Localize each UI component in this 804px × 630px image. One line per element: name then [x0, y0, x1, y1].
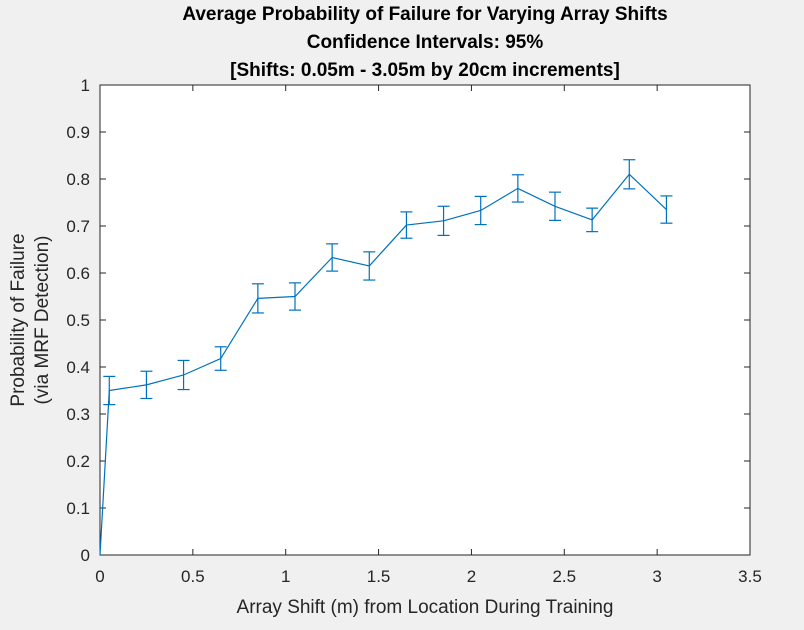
y-axis-ticks: 0 0.1 0.2 0.3 0.4 0.5 0.6 0.7 0.8 0.9 1	[66, 76, 750, 565]
x-tick-label: 3.5	[738, 567, 762, 586]
title-line-3: [Shifts: 0.05m - 3.05m by 20cm increment…	[230, 60, 620, 81]
chart-title: Average Probability of Failure for Varyi…	[182, 4, 667, 81]
y-tick-label: 0.9	[66, 123, 90, 142]
error-bar	[660, 195, 673, 224]
error-bar	[140, 370, 153, 400]
y-tick-label: 0.6	[66, 264, 90, 283]
title-line-1: Average Probability of Failure for Varyi…	[182, 4, 667, 25]
y-axis-label-line-2: (via MRF Detection)	[32, 236, 53, 405]
x-axis-ticks: 0 0.5 1 1.5 2 2.5 3 3.5	[95, 85, 762, 586]
error-bar	[623, 159, 636, 190]
x-tick-label: 2	[467, 567, 476, 586]
error-bar	[177, 359, 190, 391]
error-bar	[363, 251, 376, 281]
series-layer	[99, 159, 673, 556]
x-axis-label: Array Shift (m) from Location During Tra…	[237, 597, 614, 618]
y-tick-label: 0.3	[66, 405, 90, 424]
error-bar	[251, 283, 264, 314]
x-tick-label: 1.5	[367, 567, 391, 586]
x-tick-label: 0	[95, 567, 104, 586]
error-bar	[103, 375, 116, 406]
error-bar	[214, 346, 227, 371]
plot-area	[100, 85, 750, 555]
error-bar	[400, 211, 413, 239]
y-tick-label: 1	[81, 76, 90, 95]
y-tick-label: 0.8	[66, 170, 90, 189]
x-tick-label: 3	[652, 567, 661, 586]
y-tick-label: 0.5	[66, 311, 90, 330]
y-tick-label: 0.1	[66, 499, 90, 518]
y-tick-label: 0.4	[66, 358, 90, 377]
error-bar	[586, 207, 599, 233]
y-tick-label: 0	[81, 546, 90, 565]
x-tick-label: 2.5	[552, 567, 576, 586]
error-bar	[549, 191, 561, 221]
error-bar	[474, 195, 487, 226]
error-bar	[437, 205, 450, 236]
y-tick-label: 0.2	[66, 452, 90, 471]
y-axis-label-line-1: Probability of Failure	[8, 233, 29, 406]
error-bar	[326, 243, 339, 272]
title-line-2: Confidence Intervals: 95%	[307, 32, 544, 53]
x-tick-label: 1	[281, 567, 290, 586]
y-tick-label: 0.7	[66, 217, 90, 236]
x-tick-label: 0.5	[181, 567, 205, 586]
error-bar	[511, 174, 524, 203]
error-bar	[289, 282, 301, 311]
